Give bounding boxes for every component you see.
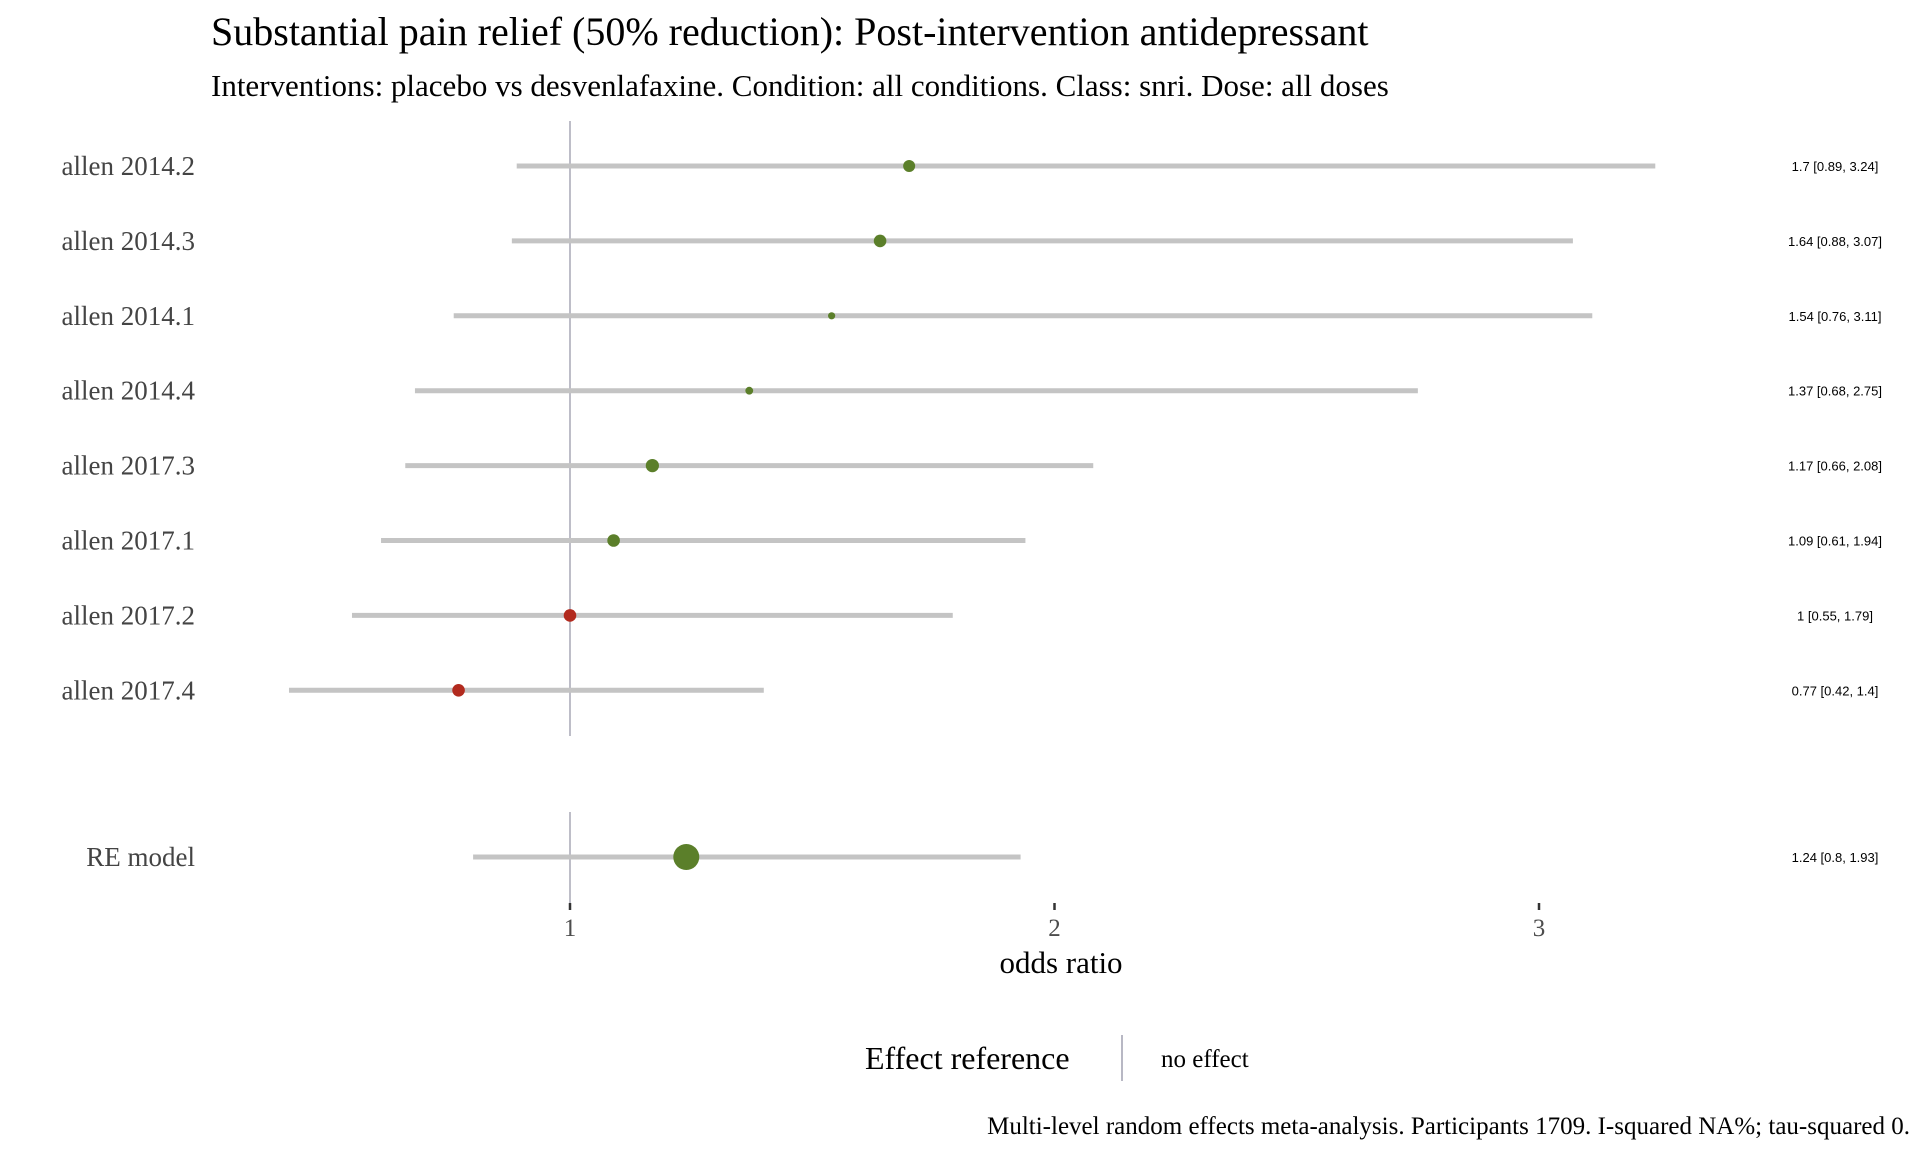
caption: Multi-level random effects meta-analysis… — [987, 1113, 1910, 1140]
ci-label: 1.09 [0.61, 1.94] — [1788, 534, 1882, 549]
study-label: allen 2014.2 — [62, 151, 195, 181]
ci-label: 1 [0.55, 1.79] — [1797, 608, 1873, 623]
ci-label: 1.7 [0.89, 3.24] — [1792, 159, 1879, 174]
study-row: allen 2017.4 0.77 [0.42, 1.4] — [62, 675, 1879, 705]
pooled-estimate — [673, 844, 700, 870]
pooled-row: RE model 1.24 [0.8, 1.93] — [86, 812, 1878, 905]
point-estimate — [607, 534, 620, 547]
x-tick-label: 1 — [564, 915, 577, 942]
study-row: allen 2017.3 1.17 [0.66, 2.08] — [62, 451, 1882, 481]
point-estimate — [563, 609, 577, 622]
study-row: allen 2014.3 1.64 [0.88, 3.07] — [62, 226, 1882, 256]
study-label: allen 2014.1 — [62, 301, 195, 331]
point-estimate — [828, 312, 836, 320]
point-estimate — [745, 386, 754, 395]
study-row: allen 2014.2 1.7 [0.89, 3.24] — [62, 151, 1879, 181]
pooled-label: RE model — [86, 842, 195, 872]
study-row: allen 2014.4 1.37 [0.68, 2.75] — [62, 376, 1882, 406]
point-estimate — [452, 684, 465, 697]
ci-label: 0.77 [0.42, 1.4] — [1792, 683, 1879, 698]
study-label: allen 2017.1 — [62, 526, 195, 556]
ci-label: 1.37 [0.68, 2.75] — [1788, 384, 1882, 399]
chart-subtitle: Interventions: placebo vs desvenlafaxine… — [211, 68, 1389, 103]
study-row: allen 2014.1 1.54 [0.76, 3.11] — [62, 301, 1882, 331]
x-axis: 1 2 3 — [564, 903, 1546, 942]
point-estimate — [903, 160, 916, 172]
legend-title: Effect reference — [865, 1040, 1070, 1076]
x-axis-title: odds ratio — [999, 945, 1122, 980]
study-label: allen 2017.4 — [62, 675, 196, 705]
ci-label: 1.54 [0.76, 3.11] — [1789, 309, 1882, 324]
legend-item-label: no effect — [1161, 1046, 1249, 1073]
study-row: allen 2017.2 1 [0.55, 1.79] — [62, 600, 1873, 630]
study-label: allen 2017.3 — [62, 451, 195, 481]
study-label: allen 2014.3 — [62, 226, 195, 256]
study-rows: allen 2014.2 1.7 [0.89, 3.24] allen 2014.3… — [62, 121, 1882, 736]
ci-label: 1.17 [0.66, 2.08] — [1788, 459, 1882, 474]
study-row: allen 2017.1 1.09 [0.61, 1.94] — [62, 526, 1882, 556]
legend: Effect reference no effect — [865, 1035, 1249, 1081]
x-tick-label: 2 — [1048, 915, 1061, 942]
x-tick-label: 3 — [1533, 915, 1546, 942]
pooled-ci-label: 1.24 [0.8, 1.93] — [1792, 850, 1879, 865]
point-estimate — [645, 459, 659, 473]
ci-label: 1.64 [0.88, 3.07] — [1788, 234, 1882, 249]
chart-title: Substantial pain relief (50% reduction):… — [211, 9, 1368, 54]
point-estimate — [873, 234, 887, 248]
study-label: allen 2014.4 — [62, 376, 196, 406]
study-label: allen 2017.2 — [62, 600, 195, 630]
